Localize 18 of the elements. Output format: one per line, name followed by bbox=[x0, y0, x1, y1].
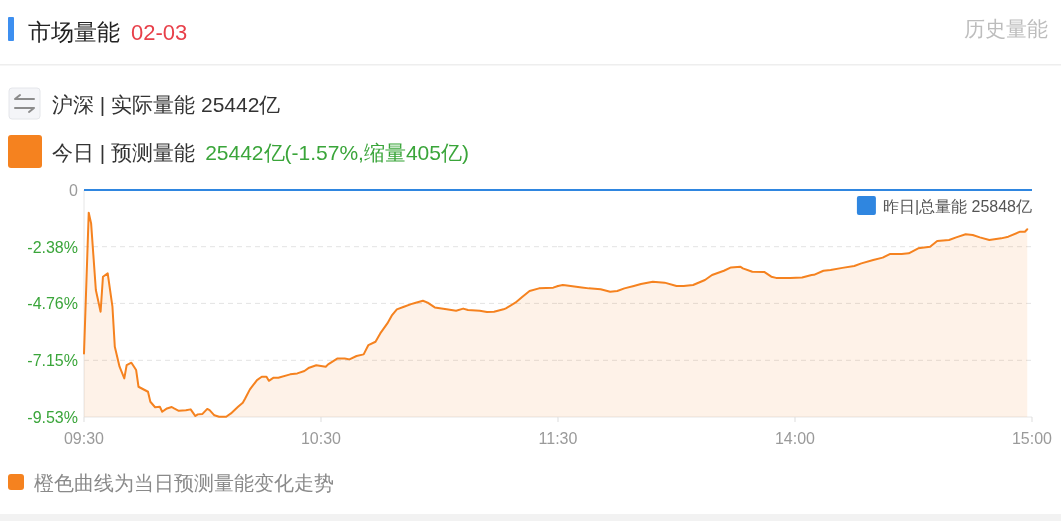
y-tick-label: -4.76% bbox=[27, 295, 78, 313]
annotation: 橙色曲线为当日预测量能变化走势 bbox=[34, 472, 334, 494]
y-tick-label: 0 bbox=[69, 182, 78, 199]
x-tick-label: 10:30 bbox=[301, 430, 341, 447]
x-tick-label: 14:00 bbox=[775, 430, 815, 447]
subtitle: 02-03 bbox=[131, 20, 188, 45]
annotation: 沪深 | 实际量能 25442亿 bbox=[52, 93, 281, 116]
y-tick-label: -2.38% bbox=[27, 238, 78, 256]
y-tick-label: -7.15% bbox=[27, 352, 78, 370]
title: 市场量能 bbox=[28, 19, 120, 45]
x-tick-label: 11:30 bbox=[538, 430, 578, 447]
legend-label: 今日 | 预测量能 bbox=[52, 141, 196, 164]
x-tick-label: 09:30 bbox=[64, 430, 104, 447]
annotation: 历史量能 bbox=[964, 17, 1048, 40]
annotation: 25442亿(-1.57%,缩量405亿) bbox=[205, 141, 469, 164]
ref-line-label: 昨日|总量能 25848亿 bbox=[882, 198, 1032, 215]
y-tick-label: -9.53% bbox=[27, 409, 78, 426]
x-tick-label: 15:00 bbox=[1012, 430, 1052, 447]
